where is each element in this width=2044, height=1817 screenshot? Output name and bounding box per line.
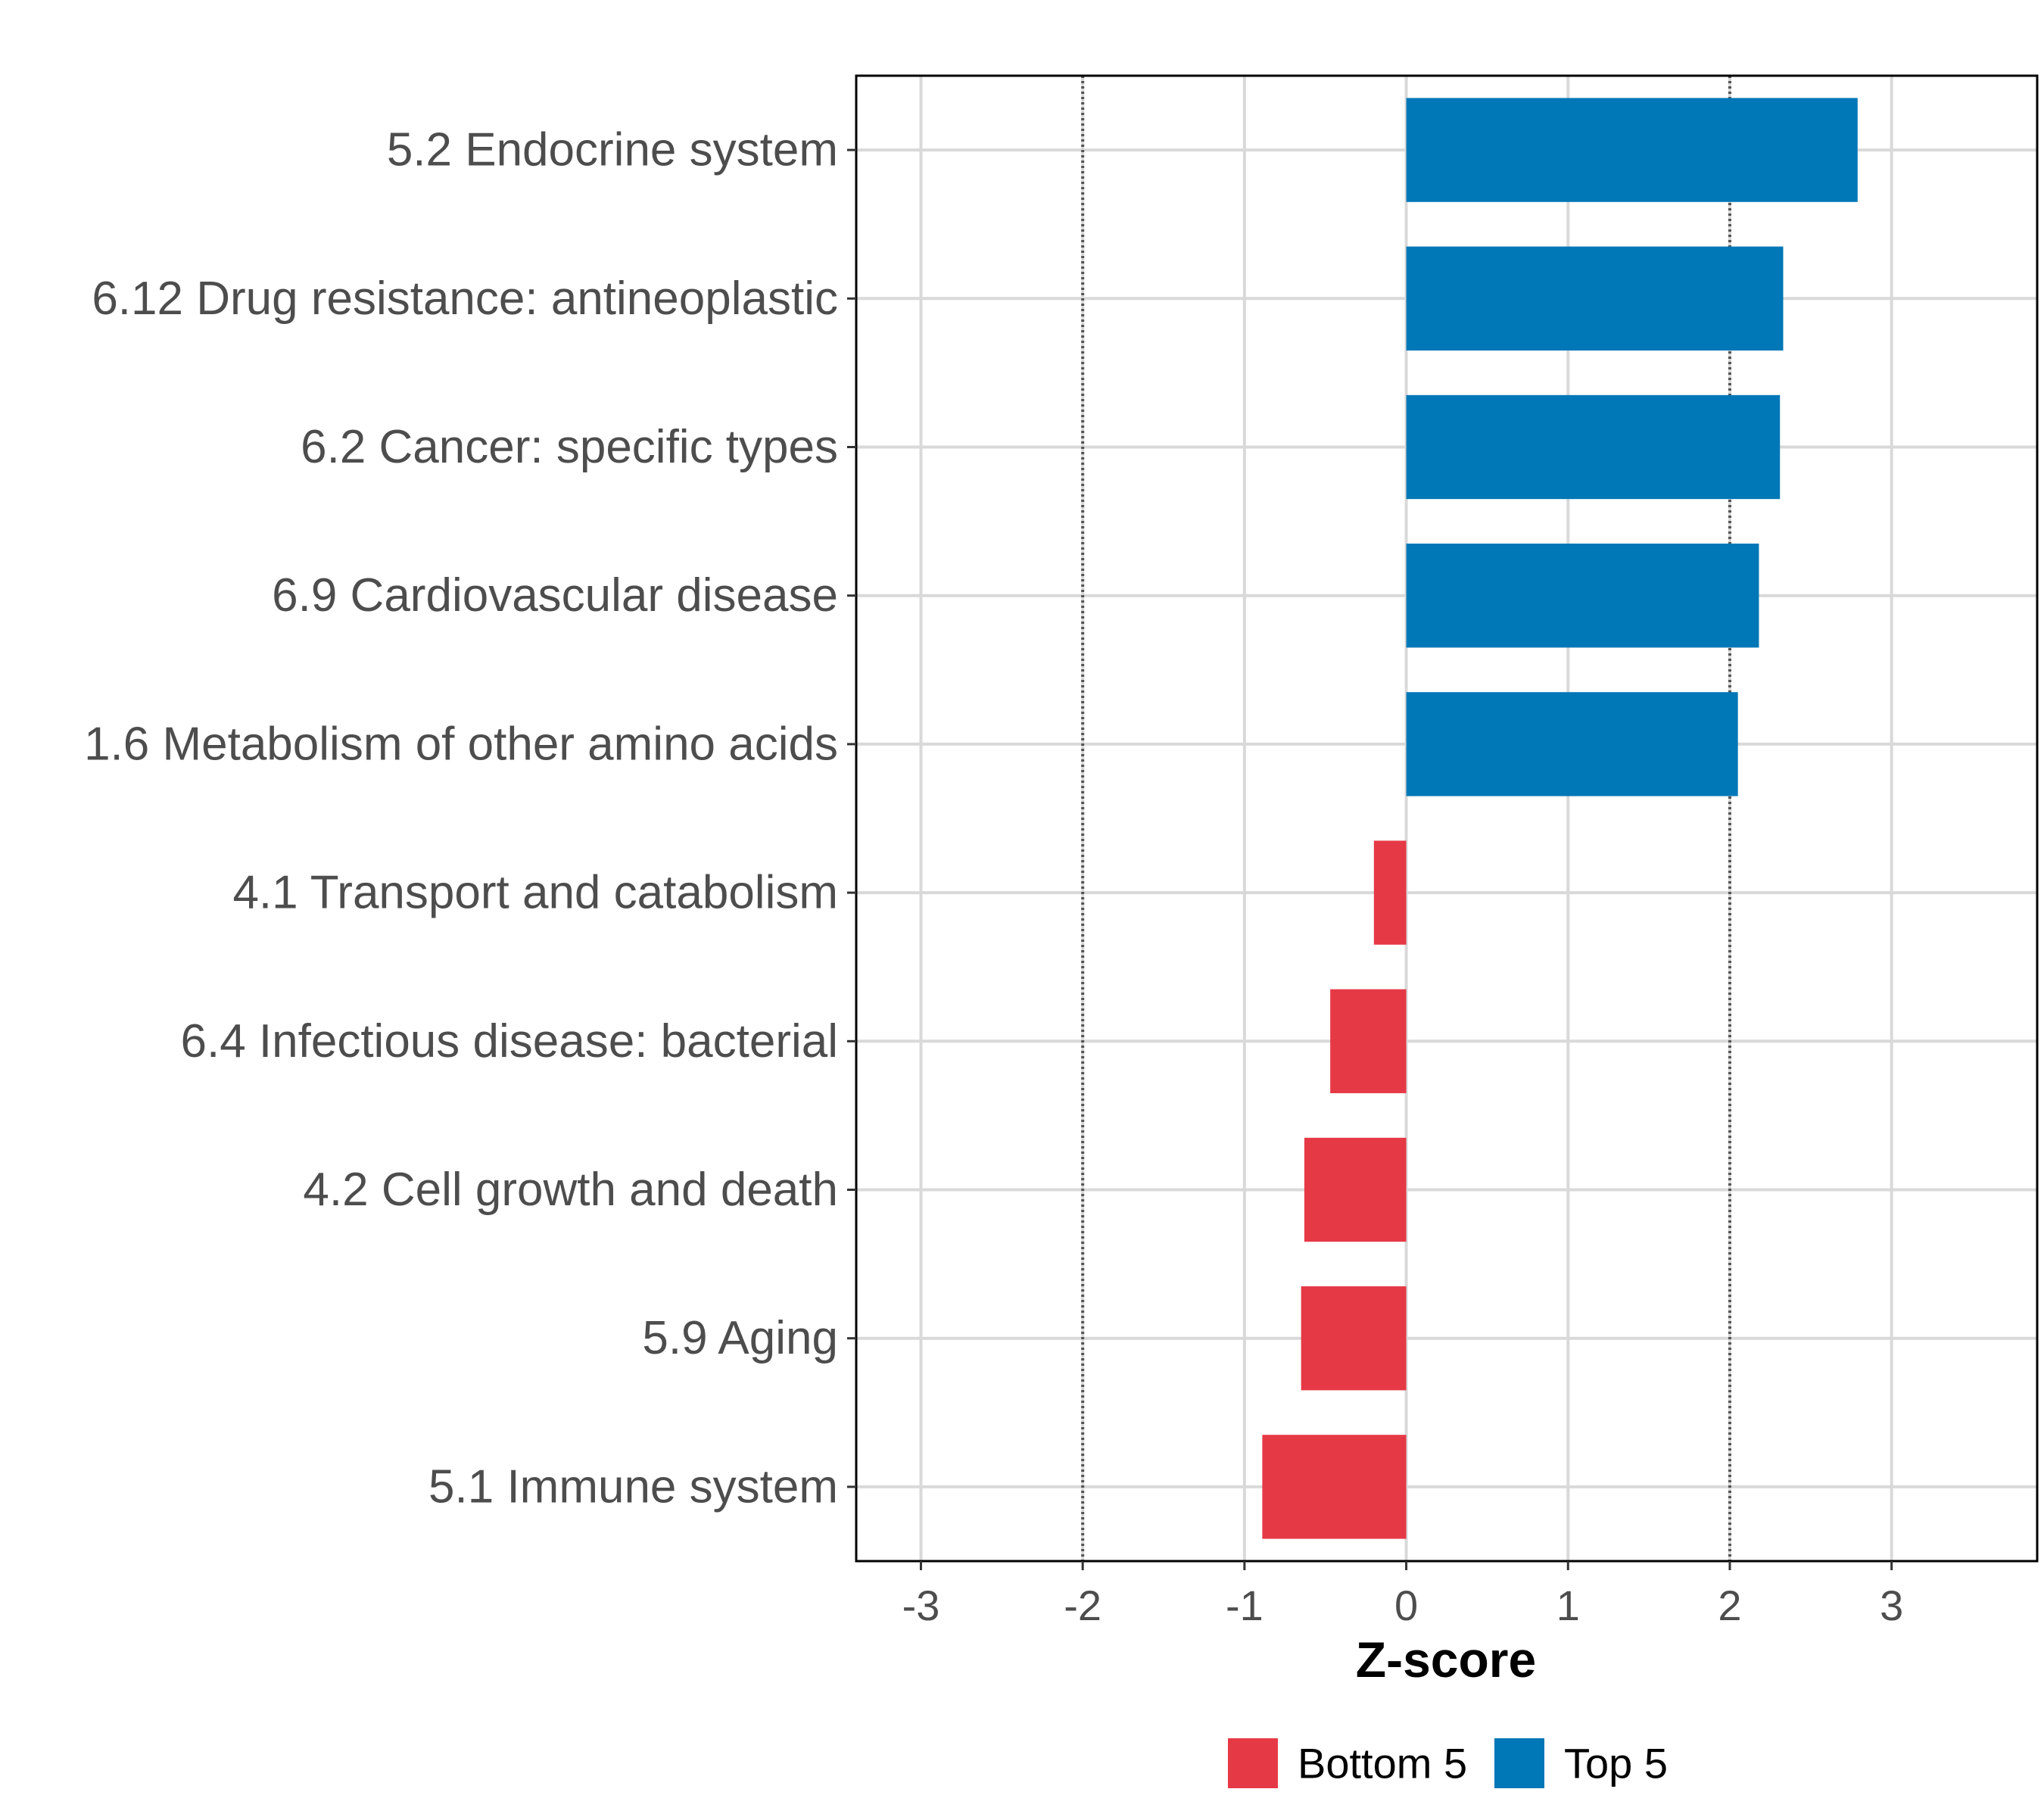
x-axis-ticks: -3 -2 -1 0 1 2 3 <box>902 1561 1903 1629</box>
bar-1 <box>1406 246 1784 351</box>
bar-8 <box>1301 1286 1407 1391</box>
bar-2 <box>1406 394 1781 500</box>
category-label-4: 1.6 Metabolism of other amino acids <box>84 718 838 770</box>
legend-label-0: Bottom 5 <box>1298 1740 1467 1787</box>
legend-key-0 <box>1228 1738 1278 1788</box>
category-label-3: 6.9 Cardiovascular disease <box>272 569 838 622</box>
x-axis-title: Z-score <box>1356 1632 1536 1688</box>
x-tick-label-4: 1 <box>1556 1582 1580 1629</box>
x-tick-label-0: -3 <box>902 1582 940 1629</box>
bars <box>1262 98 1858 1539</box>
x-tick-label-3: 0 <box>1394 1582 1418 1629</box>
bar-0 <box>1406 98 1858 202</box>
category-label-7: 4.2 Cell growth and death <box>303 1164 838 1216</box>
bar-4 <box>1406 692 1738 796</box>
bar-6 <box>1330 989 1407 1093</box>
x-tick-label-6: 3 <box>1880 1582 1903 1629</box>
threshold-lines <box>1081 76 1731 1561</box>
bar-5 <box>1373 840 1407 945</box>
category-label-8: 5.9 Aging <box>642 1312 838 1364</box>
legend-label-1: Top 5 <box>1564 1740 1668 1787</box>
bar-7 <box>1304 1137 1407 1242</box>
x-tick-label-5: 2 <box>1718 1582 1741 1629</box>
y-axis-ticks: 5.2 Endocrine system 6.12 Drug resistance… <box>84 124 856 1513</box>
category-label-6: 6.4 Infectious disease: bacterial <box>180 1015 838 1067</box>
legend: Bottom 5 Top 5 <box>1228 1738 1668 1788</box>
bar-9 <box>1262 1435 1407 1539</box>
category-label-2: 6.2 Cancer: specific types <box>301 421 838 473</box>
x-tick-label-1: -2 <box>1064 1582 1101 1629</box>
category-label-9: 5.1 Immune system <box>428 1460 838 1513</box>
plot-panel-border <box>855 74 2039 1563</box>
category-label-0: 5.2 Endocrine system <box>387 124 838 176</box>
bar-3 <box>1406 544 1759 648</box>
category-label-1: 6.12 Drug resistance: antineoplastic <box>92 273 838 325</box>
legend-key-1 <box>1494 1738 1544 1788</box>
x-tick-label-2: -1 <box>1226 1582 1263 1629</box>
category-label-5: 4.1 Transport and catabolism <box>232 867 838 919</box>
